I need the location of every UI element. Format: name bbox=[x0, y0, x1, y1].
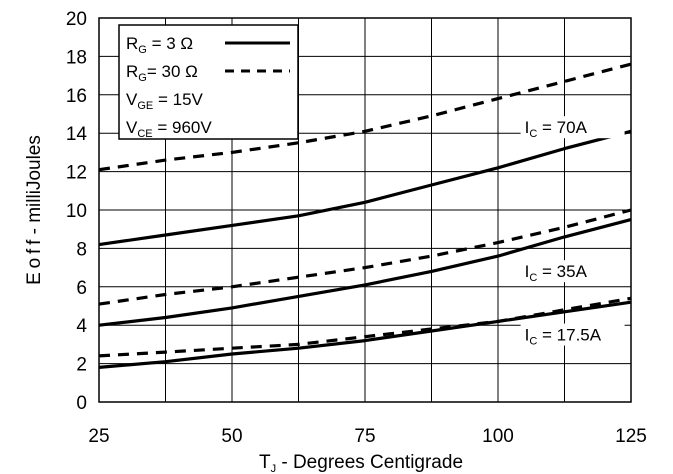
legend-entry-4-main: V bbox=[126, 118, 138, 137]
curve-label-3-main: I bbox=[525, 326, 530, 345]
legend-entry-1-main: R bbox=[126, 34, 138, 53]
y-tick-label: 16 bbox=[66, 86, 87, 107]
series-3-dashed-line bbox=[98, 208, 632, 306]
y-tick-label: 4 bbox=[76, 316, 87, 337]
plot-frame bbox=[98, 17, 632, 403]
curve-label-bg bbox=[520, 260, 625, 283]
legend-entry-4-rest: = 960V bbox=[153, 118, 213, 137]
y-tick-label: 10 bbox=[66, 201, 87, 222]
plot-border bbox=[98, 17, 632, 403]
legend-entry-2: RG= 30 Ω bbox=[126, 62, 198, 84]
grid-lines bbox=[98, 17, 632, 403]
x-tick-label: 25 bbox=[88, 426, 109, 447]
x-tick-label: 75 bbox=[354, 426, 375, 447]
curve-label-2-main: I bbox=[525, 262, 530, 281]
y-tick-label: 0 bbox=[76, 393, 87, 414]
legend-entry-3: VGE = 15V bbox=[126, 90, 204, 112]
series-1-dashed-line bbox=[98, 62, 632, 172]
y-tick-label: 6 bbox=[76, 278, 87, 299]
legend-entry-4-sub: CE bbox=[137, 128, 152, 140]
y-tick-label: 20 bbox=[66, 9, 87, 30]
x-axis-title-rest: - Degrees Centigrade bbox=[276, 452, 463, 473]
curve-label-2-rest: = 35A bbox=[537, 262, 587, 281]
y-tick-label: 2 bbox=[76, 355, 87, 376]
curve-label-1-rest: = 70A bbox=[537, 118, 587, 137]
legend-entry-2-rest: = 30 Ω bbox=[147, 62, 198, 81]
curve-label-1-main: I bbox=[525, 118, 530, 137]
x-axis-title-sub: J bbox=[271, 463, 277, 474]
legend-entry-3-main: V bbox=[126, 90, 138, 109]
y-tick-labels: 0 2 4 6 8 10 12 14 16 18 20 bbox=[66, 9, 88, 414]
legend-entry-2-sub: G bbox=[138, 72, 147, 84]
curve-label-2-sub: C bbox=[529, 272, 537, 284]
series-2-solid-line bbox=[98, 129, 632, 247]
x-tick-labels: 25 50 75 100 125 bbox=[88, 426, 646, 447]
legend-entry-2-main: R bbox=[126, 62, 138, 81]
curve-label-3-sub: C bbox=[529, 336, 537, 348]
legend-entry-3-sub: GE bbox=[137, 100, 153, 112]
curve-label-bg bbox=[520, 116, 625, 139]
curve-label-1: IC = 70A bbox=[525, 118, 588, 140]
curve-label-2: IC = 35A bbox=[525, 262, 588, 284]
series-6-solid-line bbox=[98, 300, 632, 369]
legend-entry-1-sub: G bbox=[138, 44, 147, 56]
x-tick-label: 100 bbox=[482, 426, 514, 447]
y-tick-label: 14 bbox=[66, 124, 88, 145]
x-tick-label: 125 bbox=[615, 426, 647, 447]
y-tick-label: 8 bbox=[76, 239, 87, 260]
curve-label-3-rest: = 17.5A bbox=[537, 326, 601, 345]
curve-label-3: IC = 17.5A bbox=[525, 326, 602, 348]
legend-entry-4: VCE = 960V bbox=[126, 118, 212, 140]
legend-entry-3-rest: = 15V bbox=[153, 90, 203, 109]
y-tick-label: 12 bbox=[66, 163, 87, 184]
curve-label-bg bbox=[520, 323, 625, 346]
curve-label-1-sub: C bbox=[529, 128, 537, 140]
x-axis-title-main: T bbox=[259, 452, 271, 473]
y-axis-title: E o f f - milliJoules bbox=[24, 135, 45, 285]
series-4-solid-line bbox=[98, 218, 632, 327]
legend-entry-1: RG = 3 Ω bbox=[126, 34, 193, 56]
legend-entry-1-rest: = 3 Ω bbox=[147, 34, 193, 53]
data-curves bbox=[98, 62, 632, 369]
x-tick-label: 50 bbox=[221, 426, 242, 447]
y-tick-label: 18 bbox=[66, 47, 87, 68]
x-axis-title: TJ - Degrees Centigrade bbox=[259, 452, 463, 474]
